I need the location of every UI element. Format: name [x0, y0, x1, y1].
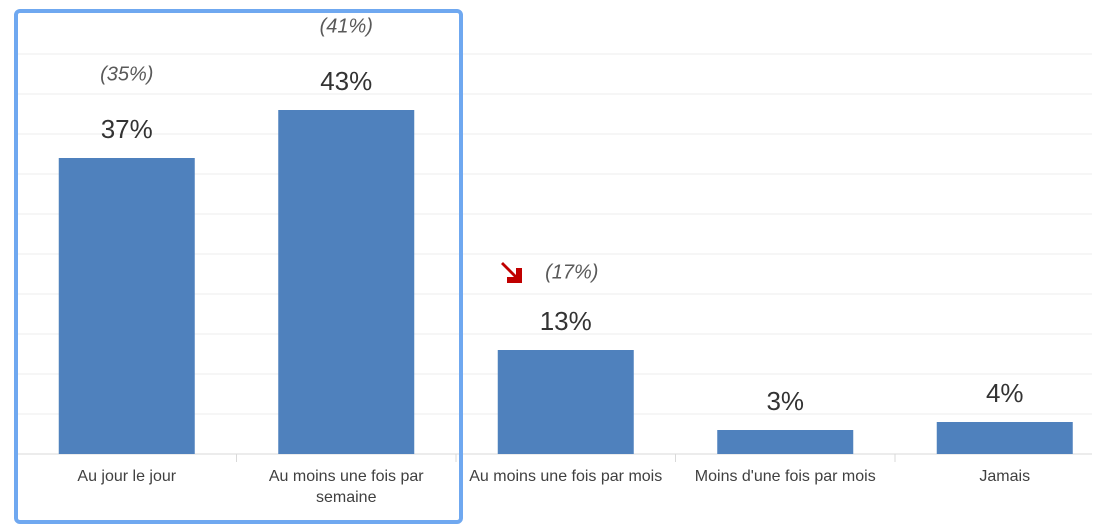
bar — [717, 430, 854, 454]
value-label: 4% — [986, 378, 1024, 408]
bar — [936, 422, 1073, 454]
down-arrow — [501, 262, 522, 283]
value-label: 3% — [766, 386, 804, 416]
x-tick-label: Au moins une fois par mois — [469, 468, 663, 485]
x-tick-label: Au jour le jour — [77, 468, 177, 485]
x-tick-label: Moins d'une fois par mois — [694, 468, 876, 485]
bar — [497, 350, 634, 454]
previous-value-label: (41%) — [320, 15, 373, 37]
value-label: 37% — [101, 114, 153, 144]
bar — [278, 110, 415, 454]
highlight-box — [14, 9, 463, 524]
value-label: 43% — [320, 66, 372, 96]
previous-value-label: (35%) — [100, 63, 153, 85]
previous-value-label: (17%) — [545, 261, 598, 283]
bar — [58, 158, 195, 454]
value-label: 13% — [540, 306, 592, 336]
x-tick-label: Au moins une fois par semaine — [268, 468, 424, 506]
x-tick-label: Jamais — [979, 468, 1031, 485]
